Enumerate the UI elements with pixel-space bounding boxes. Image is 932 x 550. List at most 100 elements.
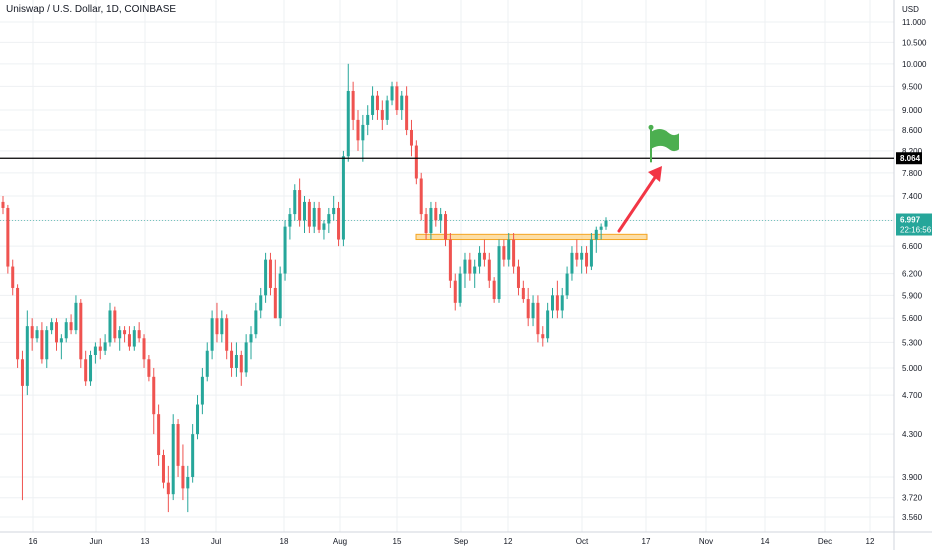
resistance-zone	[415, 233, 648, 241]
candle-body	[351, 90, 355, 120]
y-tick-label: 6.200	[902, 270, 923, 279]
y-tick-label: 4.700	[902, 391, 923, 400]
candle-body	[424, 214, 428, 234]
green-flag-icon	[648, 124, 679, 163]
candle-body	[273, 287, 277, 319]
candle-body	[259, 295, 263, 311]
countdown-text: 22:16:56	[900, 226, 932, 235]
x-tick-label: Sep	[454, 537, 469, 546]
resistance-price-text: 8.064	[900, 154, 921, 163]
candle-body	[234, 354, 238, 368]
y-tick-label: 9.000	[902, 106, 923, 115]
x-tick-label: Jun	[90, 537, 103, 546]
y-tick-label: 10.000	[902, 60, 927, 69]
candle-body	[439, 214, 443, 221]
candle-body	[264, 259, 268, 296]
y-tick-label: 3.560	[902, 513, 923, 522]
currency-label: USD	[902, 5, 919, 14]
candle-body	[225, 318, 229, 351]
candle-body	[254, 310, 258, 335]
candle-body	[123, 330, 127, 335]
candle-body	[409, 129, 413, 146]
candle-body	[356, 119, 360, 141]
candle-body	[482, 252, 486, 260]
candle-body	[541, 334, 545, 339]
candle-body	[103, 342, 107, 351]
candle-body	[444, 214, 448, 240]
candle-body	[239, 354, 243, 373]
candle-body	[191, 434, 195, 477]
x-tick-label: Oct	[576, 537, 589, 546]
y-tick-label: 10.500	[902, 38, 927, 47]
candle-body	[580, 252, 584, 260]
x-tick-label: Jul	[211, 537, 221, 546]
last-price-tag	[896, 213, 932, 236]
candle-body	[585, 252, 589, 267]
x-tick-label: 16	[29, 537, 38, 546]
candle-body	[30, 326, 34, 339]
candle-body	[385, 100, 389, 120]
x-tick-label: 12	[504, 537, 513, 546]
candle-body	[302, 201, 307, 221]
candle-body	[25, 326, 29, 386]
candle-body	[200, 376, 204, 405]
target-arrow-shaft	[617, 171, 660, 233]
candle-body	[230, 350, 234, 368]
x-tick-label: Nov	[699, 537, 713, 546]
candle-body	[502, 246, 506, 260]
candle-body	[526, 299, 530, 319]
candle-body	[220, 318, 224, 335]
candle-body	[521, 287, 525, 300]
candle-body	[108, 310, 112, 343]
candle-body	[171, 424, 175, 495]
candle-body	[79, 302, 83, 360]
candle-body	[346, 90, 350, 157]
candle-body	[463, 259, 467, 274]
y-tick-label: 8.200	[902, 147, 923, 156]
candle-body	[400, 95, 404, 111]
y-tick-label: 9.500	[902, 82, 923, 91]
candle-body	[59, 338, 63, 343]
candle-body	[317, 207, 321, 230]
candle-body	[283, 226, 287, 274]
candle-body	[575, 252, 579, 260]
candle-body	[429, 207, 433, 234]
x-tick-label: 13	[141, 537, 150, 546]
candle-body	[375, 95, 379, 111]
x-tick-label: 12	[866, 537, 875, 546]
candle-body	[434, 207, 438, 221]
target-arrow-head	[648, 166, 662, 182]
candle-body	[89, 354, 93, 382]
candle-body	[127, 334, 131, 347]
candle-body	[176, 424, 180, 466]
candle-body	[40, 330, 44, 360]
candle-body	[599, 226, 603, 230]
candle-body	[1, 201, 5, 208]
y-tick-label: 5.000	[902, 364, 923, 373]
y-tick-label: 5.300	[902, 338, 923, 347]
chart-title: Uniswap / U.S. Dollar, 1D, COINBASE	[6, 4, 177, 15]
candle-body	[118, 330, 122, 339]
candle-body	[594, 229, 598, 240]
candle-body	[371, 95, 375, 115]
candle-body	[181, 465, 185, 489]
candle-body	[555, 295, 559, 311]
y-tick-label: 11.000	[902, 18, 926, 27]
candle-body	[468, 259, 472, 274]
candle-body	[307, 201, 311, 227]
candle-body	[448, 239, 452, 281]
candle-body	[361, 124, 365, 141]
candle-body	[298, 190, 302, 221]
x-tick-label: Dec	[818, 537, 832, 546]
candle-body	[45, 330, 49, 360]
candle-body	[210, 318, 214, 351]
candle-body	[186, 476, 190, 489]
y-tick-label: 5.600	[902, 314, 923, 323]
candle-body	[419, 178, 423, 215]
resistance-price-tag	[896, 152, 922, 165]
last-price-text: 6.997	[900, 216, 921, 225]
candle-body	[152, 376, 156, 415]
y-tick-label: 7.400	[902, 192, 923, 201]
